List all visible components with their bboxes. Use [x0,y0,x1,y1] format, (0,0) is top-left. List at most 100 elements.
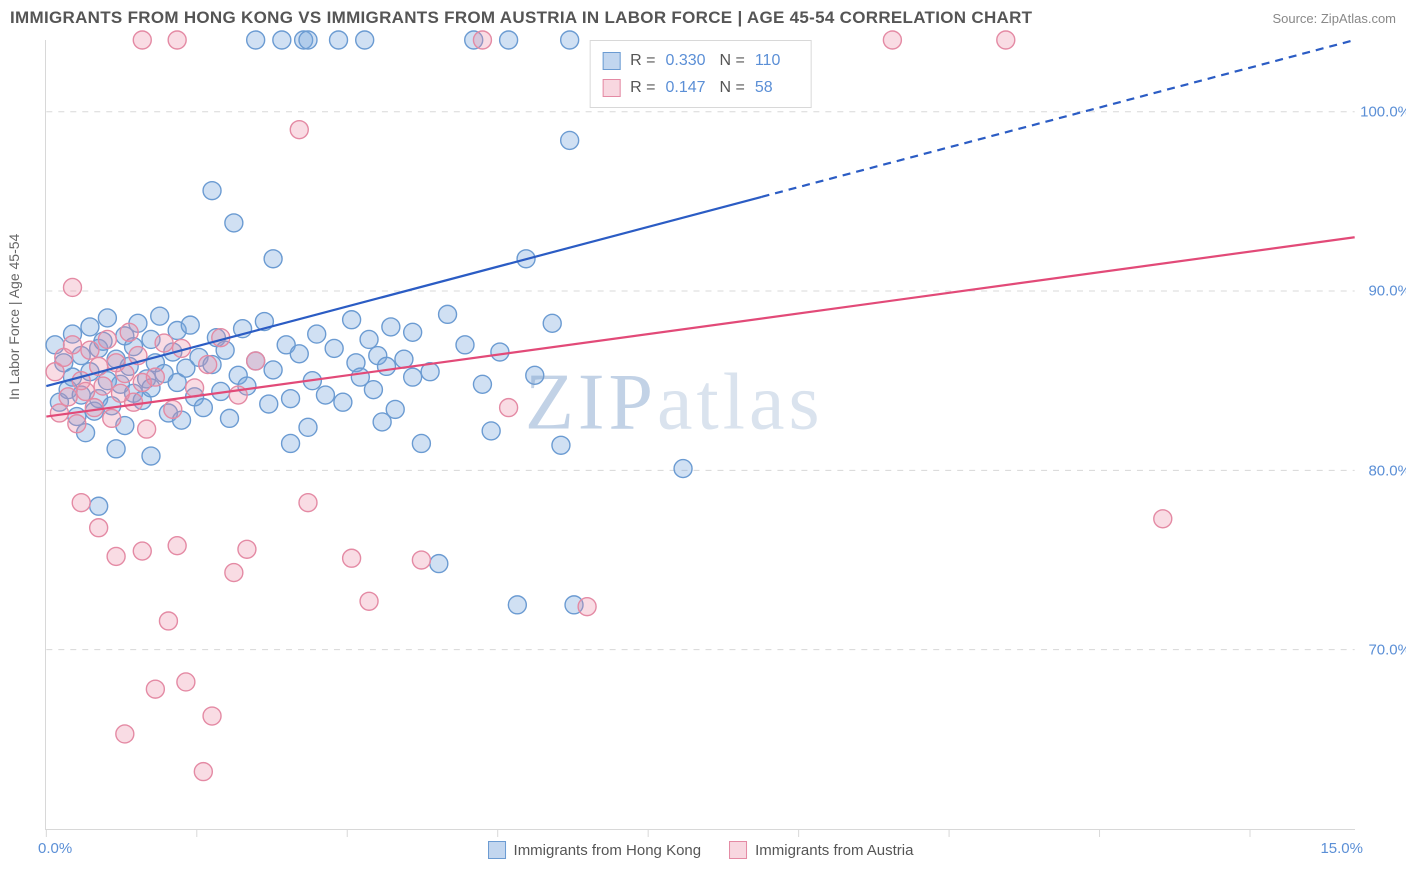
data-point [103,409,121,427]
data-point [412,434,430,452]
data-point [360,592,378,610]
data-point [247,352,265,370]
data-point [68,415,86,433]
chart-title: IMMIGRANTS FROM HONG KONG VS IMMIGRANTS … [10,8,1032,28]
x-tick-max: 15.0% [1320,840,1363,857]
y-tick-label: 100.0% [1360,103,1406,120]
data-point [64,336,82,354]
data-point [456,336,474,354]
data-point [264,361,282,379]
data-point [364,381,382,399]
data-point [194,399,212,417]
data-point [107,547,125,565]
x-tick-min: 0.0% [38,840,72,857]
data-point [308,325,326,343]
swatch-at-icon [729,841,747,859]
data-point [151,307,169,325]
data-point [273,31,291,49]
data-point [1154,510,1172,528]
data-point [64,278,82,296]
data-point [378,357,396,375]
r-label: R = [630,47,655,74]
data-point [221,409,239,427]
data-point [473,31,491,49]
data-point [203,707,221,725]
data-point [59,388,77,406]
data-point [90,497,108,515]
y-axis-label: In Labor Force | Age 45-54 [6,234,22,400]
r-value-hk: 0.330 [666,47,710,74]
data-point [98,309,116,327]
n-value-hk: 110 [755,47,799,74]
n-label: N = [720,74,745,101]
r-value-at: 0.147 [666,74,710,101]
data-point [430,555,448,573]
data-point [133,31,151,49]
y-tick-label: 70.0% [1368,642,1406,659]
data-point [473,375,491,393]
data-point [164,400,182,418]
plot-svg [46,40,1355,829]
data-point [94,377,112,395]
swatch-at-icon [602,79,620,97]
data-point [116,725,134,743]
data-point [168,31,186,49]
data-point [133,542,151,560]
data-point [578,598,596,616]
data-point [168,537,186,555]
data-point [343,311,361,329]
data-point [552,436,570,454]
legend-series: Immigrants from Hong Kong Immigrants fro… [488,841,914,859]
data-point [482,422,500,440]
data-point [382,318,400,336]
data-point [203,182,221,200]
data-point [404,368,422,386]
data-point [264,250,282,268]
n-value-at: 58 [755,74,799,101]
data-point [356,31,374,49]
data-point [146,368,164,386]
data-point [360,330,378,348]
data-point [125,393,143,411]
data-point [282,390,300,408]
data-point [500,399,518,417]
data-point [72,494,90,512]
data-point [508,596,526,614]
data-point [325,339,343,357]
data-point [107,440,125,458]
data-point [500,31,518,49]
data-point [299,31,317,49]
swatch-hk-icon [602,52,620,70]
legend-stats: R = 0.330 N = 110 R = 0.147 N = 58 [589,40,812,108]
data-point [199,356,217,374]
data-point [404,323,422,341]
data-point [386,400,404,418]
data-point [526,366,544,384]
data-point [177,673,195,691]
legend-stats-row-at: R = 0.147 N = 58 [602,74,799,101]
data-point [247,31,265,49]
legend-label-at: Immigrants from Austria [755,842,913,859]
data-point [142,447,160,465]
data-point [282,434,300,452]
data-point [290,345,308,363]
data-point [330,31,348,49]
source-label: Source: ZipAtlas.com [1272,11,1396,26]
data-point [238,540,256,558]
data-point [181,316,199,334]
data-point [334,393,352,411]
y-tick-label: 80.0% [1368,462,1406,479]
data-point [883,31,901,49]
data-point [77,382,95,400]
data-point [225,214,243,232]
legend-item-at: Immigrants from Austria [729,841,913,859]
data-point [138,420,156,438]
legend-stats-row-hk: R = 0.330 N = 110 [602,47,799,74]
data-point [120,323,138,341]
n-label: N = [720,47,745,74]
data-point [299,494,317,512]
data-point [155,334,173,352]
data-point [290,121,308,139]
data-point [159,612,177,630]
data-point [491,343,509,361]
